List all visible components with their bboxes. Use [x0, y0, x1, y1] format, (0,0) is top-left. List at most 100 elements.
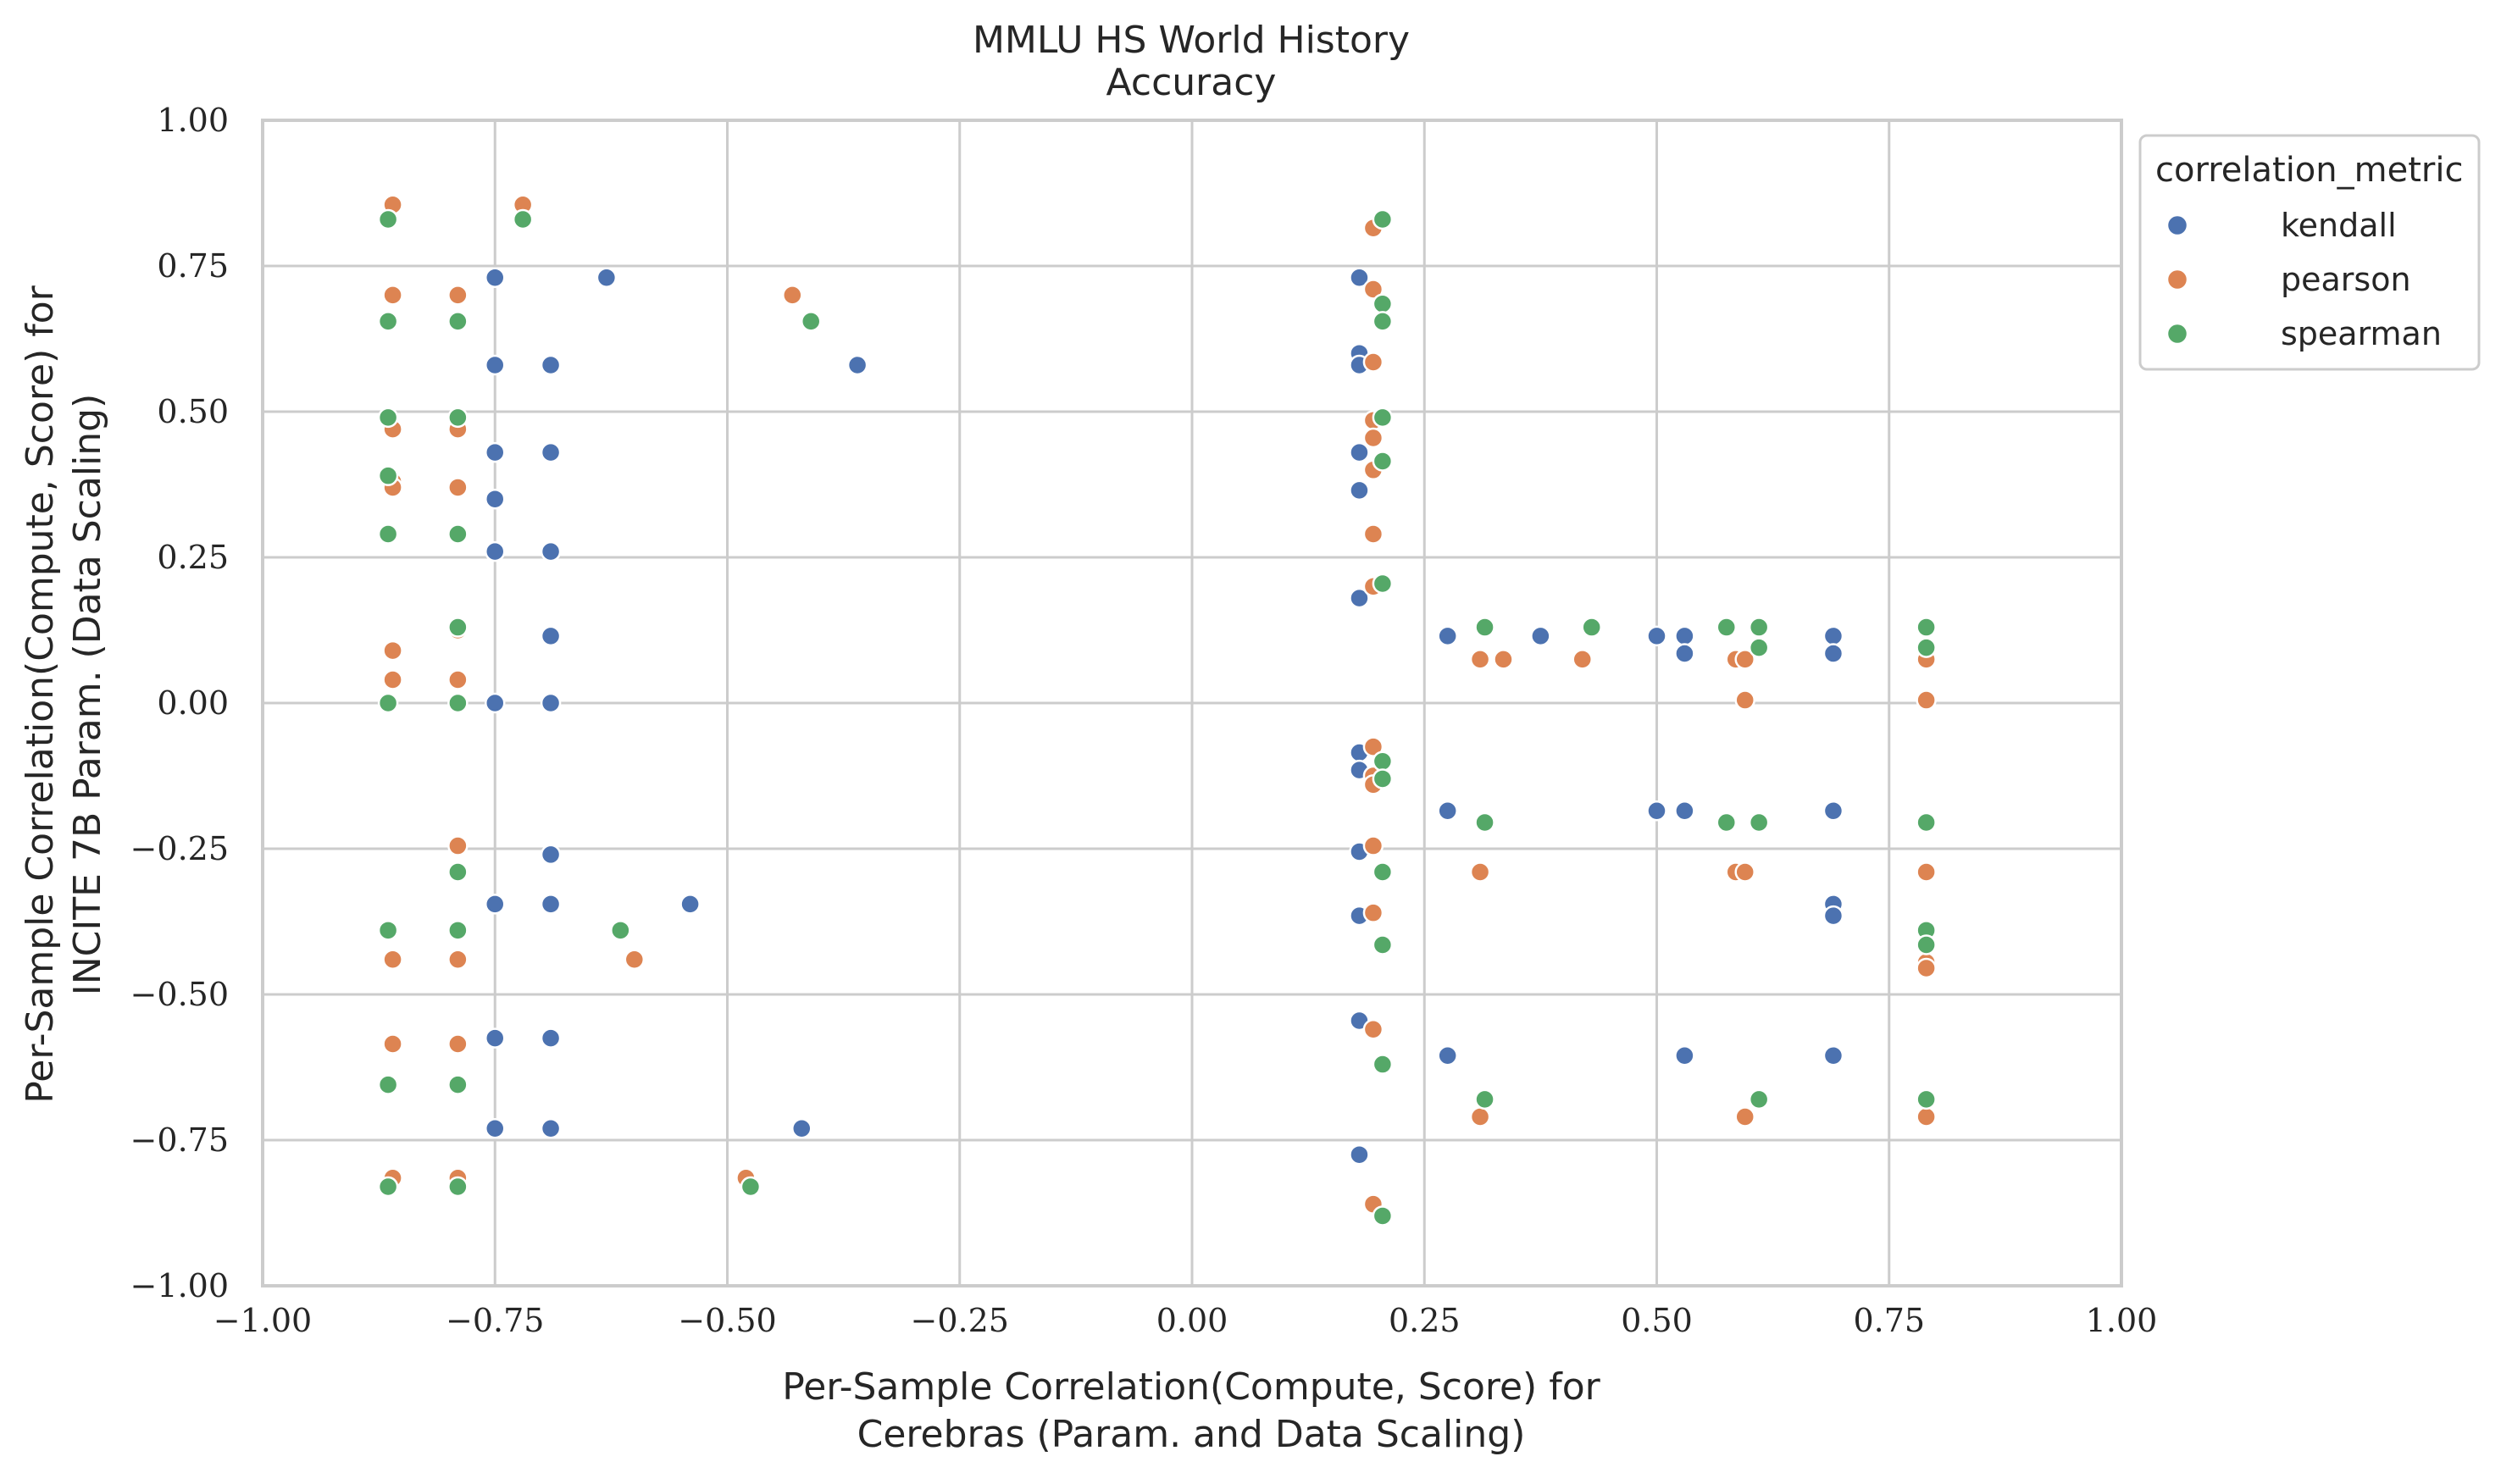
spearman-point: [377, 311, 399, 332]
spearman-point: [1916, 934, 1937, 955]
kendall-point: [1674, 1044, 1695, 1066]
kendall-point: [846, 354, 868, 376]
legend-box: [2138, 134, 2481, 371]
pearson-point: [1734, 649, 1755, 670]
pearson-point: [382, 669, 403, 690]
kendall-point: [1437, 1044, 1458, 1066]
plot-frame: [261, 119, 2123, 1287]
kendall-point: [485, 488, 506, 510]
kendall-point: [1349, 1143, 1370, 1166]
pearson-point: [382, 949, 403, 970]
pearson-point: [382, 285, 403, 306]
spearman-point: [377, 692, 399, 714]
kendall-point: [1437, 800, 1458, 822]
spearman-point: [377, 920, 399, 941]
kendall-point: [1822, 1044, 1844, 1066]
pearson-point: [1916, 1106, 1937, 1127]
spearman-point: [800, 311, 822, 332]
spearman-point: [1748, 811, 1770, 833]
spearman-point: [447, 311, 469, 332]
kendall-point: [1822, 905, 1844, 927]
spearman-point: [1474, 811, 1495, 833]
y-tick-label: −0.50: [130, 976, 229, 1013]
spearman-point: [377, 1074, 399, 1095]
legend: correlation_metric kendall pearson spearma…: [2138, 134, 2481, 371]
series-spearman: [377, 208, 1937, 1227]
spearman-point: [1372, 934, 1394, 955]
spearman-point: [1716, 811, 1738, 833]
kendall-point: [1437, 625, 1458, 647]
x-tick-label: 0.75: [1853, 1302, 1925, 1339]
legend-label-spearman: spearman: [2281, 315, 2442, 352]
spearman-point: [1372, 1054, 1394, 1075]
y-axis-label-line2: INCITE 7B Param. (Data Scaling): [66, 394, 109, 996]
pearson-point: [1362, 523, 1384, 545]
kendall-point: [485, 540, 506, 562]
kendall-point: [1822, 625, 1844, 647]
spearman-point: [1372, 861, 1394, 883]
kendall-point: [540, 441, 562, 463]
x-axis-label-line1: Per-Sample Correlation(Compute, Score) f…: [782, 1365, 1600, 1409]
spearman-point: [1748, 1088, 1770, 1110]
kendall-point: [1674, 643, 1695, 664]
y-tick-label: −1.00: [130, 1267, 229, 1304]
kendall-point: [485, 1027, 506, 1049]
x-tick-label: −0.75: [446, 1302, 544, 1339]
spearman-point: [447, 861, 469, 883]
pearson-point: [1362, 279, 1384, 300]
kendall-point: [1349, 441, 1370, 463]
pearson-point: [1469, 1106, 1491, 1127]
spearman-point: [1916, 617, 1937, 638]
spearman-point: [447, 523, 469, 545]
kendall-point: [1822, 643, 1844, 664]
chart-title: MMLU HS World History: [973, 19, 1410, 62]
spearman-point: [1748, 617, 1770, 638]
kendall-point: [1674, 625, 1695, 647]
spearman-point: [377, 208, 399, 230]
spearman-point: [1474, 617, 1495, 638]
legend-entries: kendall pearson spearman: [2166, 207, 2442, 352]
kendall-point: [679, 894, 701, 915]
kendall-point: [485, 1117, 506, 1139]
kendall-point: [540, 1027, 562, 1049]
pearson-point: [624, 949, 646, 970]
x-tick-label: −0.50: [678, 1302, 776, 1339]
kendall-point: [540, 1117, 562, 1139]
spearman-point: [1748, 637, 1770, 658]
y-tick-label: 0.50: [157, 393, 229, 430]
pearson-point: [447, 477, 469, 498]
kendall-point: [540, 692, 562, 714]
y-tick-label: −0.75: [130, 1121, 229, 1159]
y-tick-label: −0.25: [130, 830, 229, 867]
spearman-point: [1581, 617, 1602, 638]
kendall-point: [485, 441, 506, 463]
pearson-point: [382, 1033, 403, 1055]
kendall-point: [791, 1117, 812, 1139]
spearman-point: [377, 1176, 399, 1198]
kendall-point: [485, 354, 506, 376]
spearman-point: [1916, 1088, 1937, 1110]
legend-marker-spearman: [2166, 322, 2189, 346]
kendall-point: [540, 354, 562, 376]
pearson-point: [1734, 1106, 1755, 1127]
pearson-point: [1362, 736, 1384, 757]
y-tick-label: 0.25: [157, 539, 229, 576]
pearson-point: [1916, 957, 1937, 979]
series-kendall: [485, 267, 1844, 1166]
kendall-point: [596, 267, 618, 289]
pearson-point: [447, 669, 469, 690]
kendall-point: [485, 692, 506, 714]
pearson-point: [1362, 352, 1384, 373]
y-tick-label: 0.00: [157, 684, 229, 722]
pearson-point: [1734, 861, 1755, 883]
pearson-point: [1362, 427, 1384, 449]
kendall-point: [485, 894, 506, 915]
x-tick-label: −1.00: [214, 1302, 312, 1339]
pearson-point: [1572, 649, 1593, 670]
spearman-point: [447, 617, 469, 638]
pearson-point: [1469, 649, 1491, 670]
pearson-point: [1362, 1019, 1384, 1040]
spearman-point: [1372, 768, 1394, 789]
pearson-point: [382, 640, 403, 662]
